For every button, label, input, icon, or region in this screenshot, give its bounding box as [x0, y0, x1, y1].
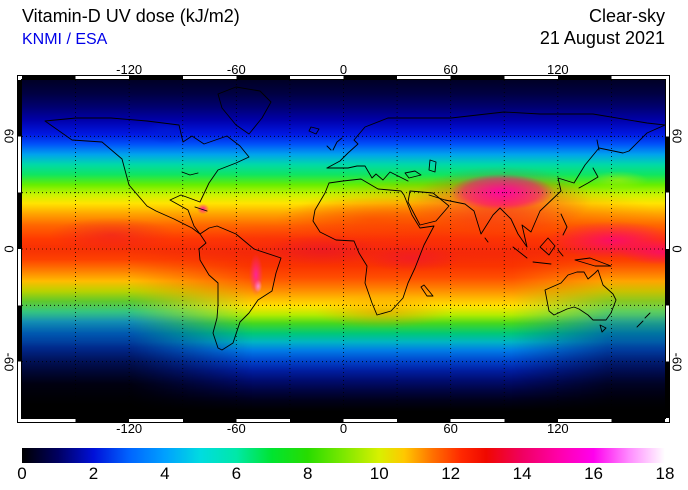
sky-condition-label: Clear-sky [588, 6, 665, 26]
source-label: KNMI / ESA [22, 31, 108, 48]
colorbar-tick-label: 18 [655, 464, 675, 483]
longitude-tick-label: 120 [546, 421, 569, 436]
world-heatmap [22, 80, 665, 418]
longitude-tick-label: -60 [226, 421, 246, 436]
figure-title: Vitamin-D UV dose (kJ/m2) [22, 6, 240, 26]
colorbar-tick-label: 0 [17, 464, 27, 483]
longitude-axis-bottom: -120 -60 0 60 120 [22, 421, 665, 436]
latitude-tick-label: 60 [669, 129, 685, 144]
date-label: 21 August 2021 [539, 28, 665, 48]
map-border-bottom [22, 418, 665, 422]
colorbar-tick-label: 14 [512, 464, 532, 483]
colorbar-tick-label: 6 [231, 464, 242, 483]
longitude-tick-label: -120 [116, 421, 143, 436]
colorbar-tick-labels: 0 2 4 6 8 10 12 14 16 18 [17, 464, 674, 483]
longitude-tick-label: 120 [546, 62, 569, 77]
title-block-left: Vitamin-D UV dose (kJ/m2) KNMI / ESA [22, 5, 240, 50]
coastlines-and-graticule [22, 80, 665, 418]
map-frame [18, 76, 669, 422]
latitude-tick-label: 60 [1, 129, 17, 144]
coastline-paths [44, 86, 665, 351]
latitude-tick-label: -60 [1, 352, 17, 372]
colorbar-tick-label: 4 [160, 464, 170, 483]
colorbar-tick-label: 8 [303, 464, 313, 483]
longitude-axis-top: -120 -60 0 60 120 [22, 62, 665, 77]
map-border-top [22, 76, 665, 80]
longitude-tick-label: 0 [339, 62, 348, 77]
longitude-tick-label: 0 [339, 421, 348, 436]
latitude-tick-label: -60 [669, 352, 685, 372]
title-block-right: Clear-sky 21 August 2021 [540, 5, 665, 49]
graticule-lines [22, 80, 665, 418]
longitude-tick-label: -120 [116, 62, 143, 77]
longitude-tick-label: 60 [443, 62, 458, 77]
colorbar-tick-label: 10 [369, 464, 389, 483]
longitude-tick-label: -60 [226, 62, 246, 77]
latitude-tick-label: 0 [669, 245, 685, 253]
map-border-right [665, 80, 669, 418]
longitude-tick-label: 60 [443, 421, 458, 436]
colorbar-tick-label: 2 [88, 464, 99, 483]
map-border-left [18, 80, 22, 418]
colorbar [22, 448, 665, 463]
colorbar-tick-label: 16 [584, 464, 604, 483]
colorbar-tick-label: 12 [441, 464, 461, 483]
latitude-tick-label: 0 [1, 245, 17, 253]
